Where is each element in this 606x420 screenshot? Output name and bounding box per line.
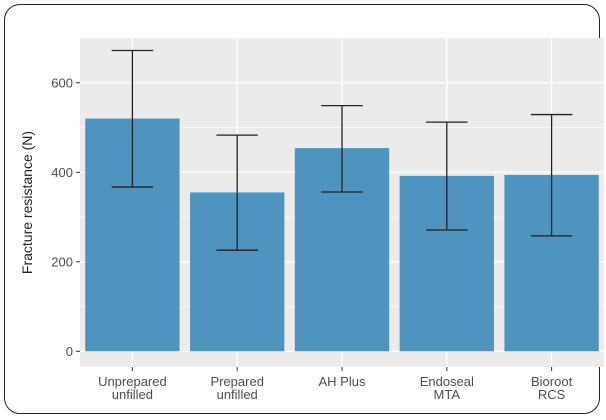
y-axis-title: Fracture resistance (N) [19,131,35,274]
x-tick-label: Bioroot RCS [531,374,573,402]
x-tick-label: Unprepared unfilled [98,374,167,402]
error-bar [530,113,573,237]
y-tick-label: 600 [51,75,73,90]
error-bar [216,134,258,251]
y-tick-label: 400 [51,165,73,180]
bars [85,118,599,352]
y-axis: 0 200 400 600 [51,75,80,359]
y-tick-label: 200 [51,254,73,269]
x-axis: Unprepared unfilled Prepared unfilled AH Plu… [98,367,573,402]
x-tick-label: AH Plus [319,374,366,389]
y-tick-label: 0 [66,344,73,359]
error-bars [111,49,573,251]
error-bar [321,104,363,193]
x-tick-label: Prepared unfilled [210,374,263,402]
error-bar [426,121,468,231]
x-tick-label: Endoseal MTA [420,374,474,402]
error-bar [111,49,154,188]
